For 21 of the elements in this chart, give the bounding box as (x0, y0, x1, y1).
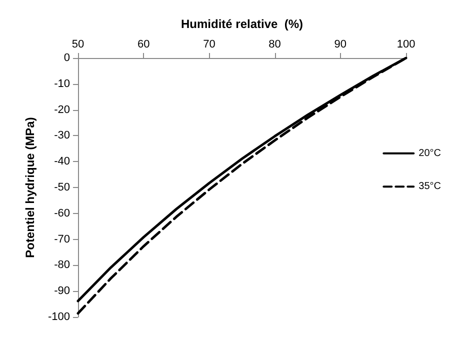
y-tick-label: -70 (54, 233, 70, 246)
x-tick-label: 100 (396, 38, 416, 50)
y-tick-label: -40 (54, 156, 70, 168)
legend-label: 35°C (418, 181, 441, 192)
x-tick-label: 50 (72, 38, 84, 50)
y-tick-label: -20 (54, 104, 70, 116)
y-tick-label: -30 (54, 130, 70, 142)
y-tick-label: 0 (64, 52, 70, 64)
y-tick-label: -80 (54, 259, 70, 272)
x-tick-label: 60 (137, 38, 150, 50)
y-tick-label: -10 (54, 78, 70, 90)
y-axis-title: Potentiel hydrique (MPa) (23, 117, 37, 258)
y-tick-label: -100 (48, 311, 70, 323)
legend-label: 20°C (418, 148, 441, 159)
y-tick-label: -50 (54, 182, 70, 194)
x-axis-title: Humidité relative (%) (180, 17, 304, 31)
x-tick-label: 80 (268, 38, 281, 50)
x-tick-label: 70 (203, 38, 216, 50)
x-tick-label: 90 (334, 38, 347, 50)
y-tick-label: -60 (54, 207, 70, 220)
y-tick-label: -90 (54, 285, 70, 298)
